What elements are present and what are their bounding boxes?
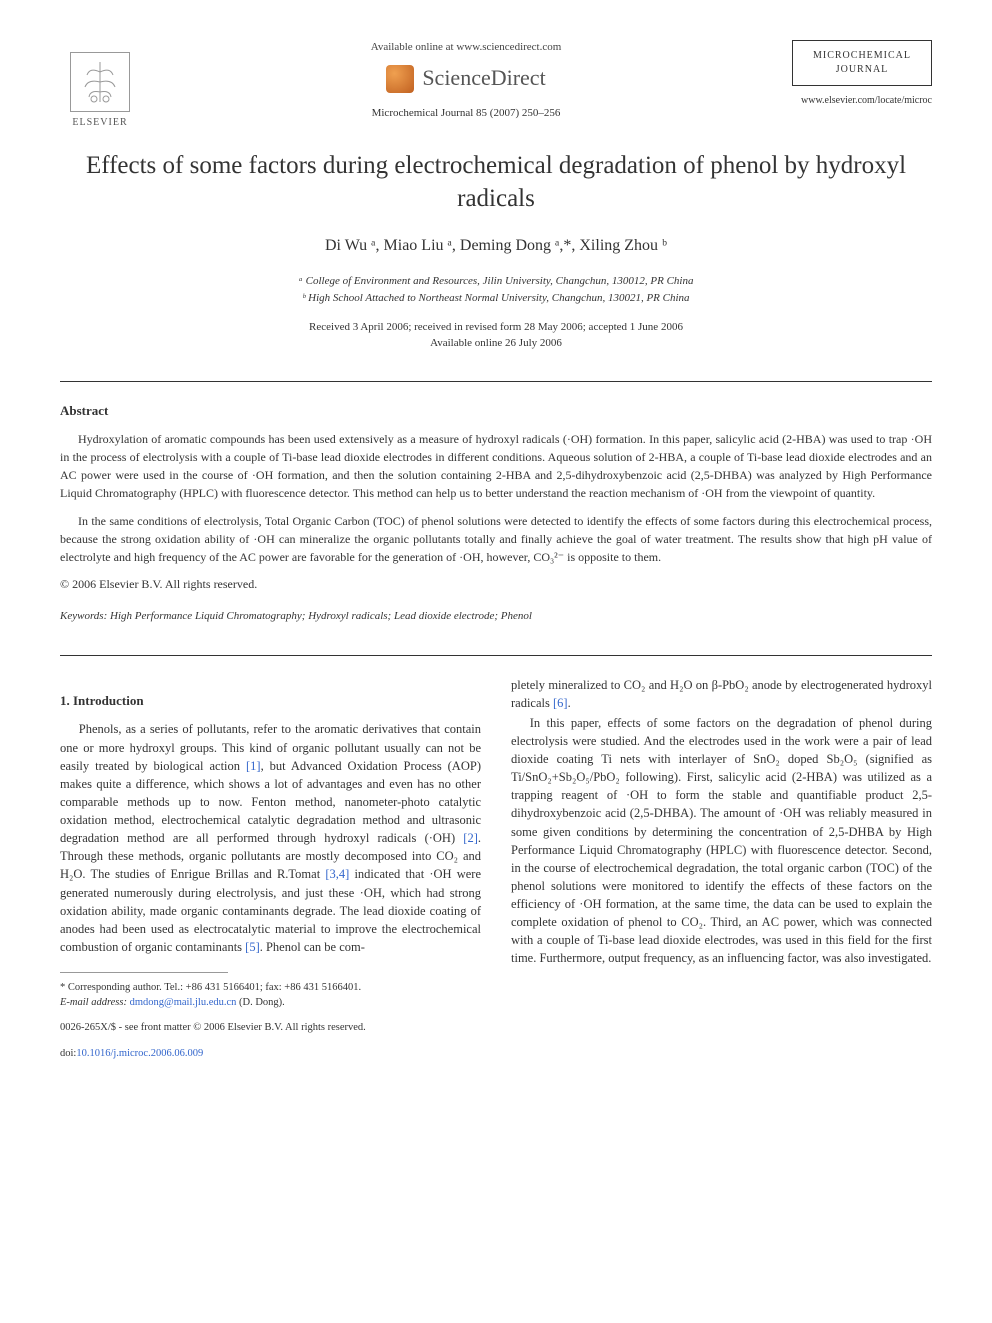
available-online-text: Available online at www.sciencedirect.co…: [160, 40, 772, 55]
ref-link-34[interactable]: [3,4]: [325, 867, 349, 881]
abstract-heading: Abstract: [60, 402, 932, 420]
page-header: ELSEVIER Available online at www.science…: [60, 40, 932, 130]
intro-right-p1: pletely mineralized to CO₂ and H₂O on β-…: [511, 676, 932, 712]
text-frag: .: [568, 696, 571, 710]
text-frag: . Phenol can be com-: [260, 940, 365, 954]
sciencedirect-brand: ScienceDirect: [160, 63, 772, 94]
email-label: E-mail address:: [60, 997, 130, 1008]
affiliation-b: ᵇ High School Attached to Northeast Norm…: [60, 290, 932, 307]
intro-left-p1: Phenols, as a series of pollutants, refe…: [60, 720, 481, 956]
intro-heading: 1. Introduction: [60, 692, 481, 711]
affiliations: ᵃ College of Environment and Resources, …: [60, 273, 932, 306]
body-columns: 1. Introduction Phenols, as a series of …: [60, 676, 932, 1061]
keywords-text: High Performance Liquid Chromatography; …: [107, 610, 532, 622]
ref-link-5[interactable]: [5]: [245, 940, 260, 954]
divider-2: [60, 655, 932, 656]
copyright: © 2006 Elsevier B.V. All rights reserved…: [60, 576, 932, 593]
journal-title-line1: MICROCHEMICAL: [805, 49, 919, 63]
dates-line1: Received 3 April 2006; received in revis…: [60, 320, 932, 335]
doi-label: doi:: [60, 1048, 76, 1059]
authors-line: Di Wu ᵃ, Miao Liu ᵃ, Deming Dong ᵃ,*, Xi…: [60, 235, 932, 257]
doi-line: doi:10.1016/j.microc.2006.06.009: [60, 1046, 481, 1061]
footnote-separator: [60, 972, 228, 973]
ref-link-1[interactable]: [1]: [246, 759, 261, 773]
journal-title-line2: JOURNAL: [805, 63, 919, 77]
right-column: pletely mineralized to CO₂ and H₂O on β-…: [511, 676, 932, 1061]
abstract-p2: In the same conditions of electrolysis, …: [60, 512, 932, 566]
elsevier-logo: ELSEVIER: [60, 40, 140, 130]
text-frag: pletely mineralized to CO₂ and H₂O on β-…: [511, 678, 932, 710]
email-link[interactable]: dmdong@mail.jlu.edu.cn: [130, 997, 237, 1008]
keywords-line: Keywords: High Performance Liquid Chroma…: [60, 609, 932, 624]
affiliation-a: ᵃ College of Environment and Resources, …: [60, 273, 932, 290]
dates-line2: Available online 26 July 2006: [60, 336, 932, 351]
doi-link[interactable]: 10.1016/j.microc.2006.06.009: [76, 1048, 203, 1059]
journal-title-box: MICROCHEMICAL JOURNAL: [792, 40, 932, 86]
abstract-p1: Hydroxylation of aromatic compounds has …: [60, 430, 932, 502]
email-after: (D. Dong).: [236, 997, 284, 1008]
ref-link-6[interactable]: [6]: [553, 696, 568, 710]
keywords-label: Keywords:: [60, 610, 107, 622]
article-title: Effects of some factors during electroch…: [60, 150, 932, 215]
intro-right-p2: In this paper, effects of some factors o…: [511, 714, 932, 968]
sciencedirect-text: ScienceDirect: [422, 63, 545, 94]
corresponding-author: * Corresponding author. Tel.: +86 431 51…: [60, 981, 481, 996]
elsevier-label: ELSEVIER: [72, 116, 127, 130]
journal-url: www.elsevier.com/locate/microc: [801, 94, 932, 108]
article-dates: Received 3 April 2006; received in revis…: [60, 320, 932, 351]
divider: [60, 381, 932, 382]
elsevier-tree-icon: [70, 52, 130, 112]
email-line: E-mail address: dmdong@mail.jlu.edu.cn (…: [60, 996, 481, 1011]
journal-reference: Microchemical Journal 85 (2007) 250–256: [160, 106, 772, 121]
journal-box-container: MICROCHEMICAL JOURNAL www.elsevier.com/l…: [792, 40, 932, 108]
center-header: Available online at www.sciencedirect.co…: [140, 40, 792, 122]
sciencedirect-icon: [386, 65, 414, 93]
ref-link-2[interactable]: [2]: [463, 831, 478, 845]
left-column: 1. Introduction Phenols, as a series of …: [60, 676, 481, 1061]
front-matter: 0026-265X/$ - see front matter © 2006 El…: [60, 1020, 481, 1035]
